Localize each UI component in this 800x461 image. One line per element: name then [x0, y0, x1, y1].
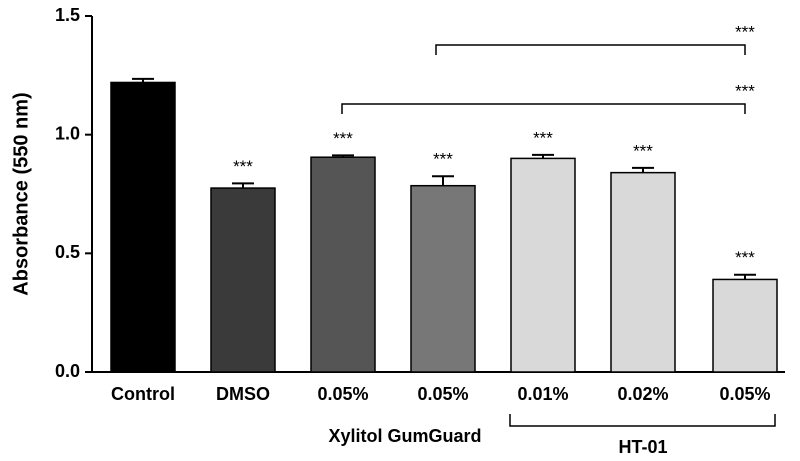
bar [410, 184, 476, 373]
x-tick-label: DMSO [216, 384, 270, 404]
group-bracket [509, 414, 776, 427]
comparison-bracket [341, 103, 746, 114]
comparison-label: *** [735, 22, 755, 41]
comparison-label: *** [735, 81, 755, 100]
bar [310, 156, 376, 373]
significance-label: *** [433, 150, 453, 169]
error-bar [432, 175, 454, 186]
bar [712, 278, 778, 373]
group-label: Xylitol GumGuard [328, 426, 481, 446]
significance-label: *** [533, 128, 553, 147]
error-bar [132, 77, 154, 83]
x-tick-label: 0.01% [517, 384, 568, 404]
significance-label: *** [735, 248, 755, 267]
bar [510, 157, 576, 373]
y-tick-label: 1.0 [55, 123, 80, 143]
bar [110, 81, 176, 373]
x-tick-label: 0.05% [317, 384, 368, 404]
bar [210, 187, 276, 373]
group-label: HT-01 [618, 437, 667, 457]
error-bar [734, 273, 756, 280]
error-bar [232, 182, 254, 189]
significance-label: *** [633, 141, 653, 160]
error-bar [532, 153, 554, 159]
x-tick-label: 0.05% [719, 384, 770, 404]
x-tick-label: 0.05% [417, 384, 468, 404]
x-tick-label: Control [111, 384, 175, 404]
y-tick-label: 0.0 [55, 361, 80, 381]
significance-label: *** [233, 157, 253, 176]
significance-label: *** [333, 129, 353, 148]
y-tick-label: 1.5 [55, 5, 80, 25]
y-tick-label: 0.5 [55, 242, 80, 262]
error-bar [632, 166, 654, 173]
x-tick-label: 0.02% [617, 384, 668, 404]
comparison-bracket [435, 44, 746, 55]
error-bar [332, 154, 354, 158]
bar [610, 171, 676, 373]
y-axis-title: Absorbance (550 nm) [10, 92, 32, 295]
